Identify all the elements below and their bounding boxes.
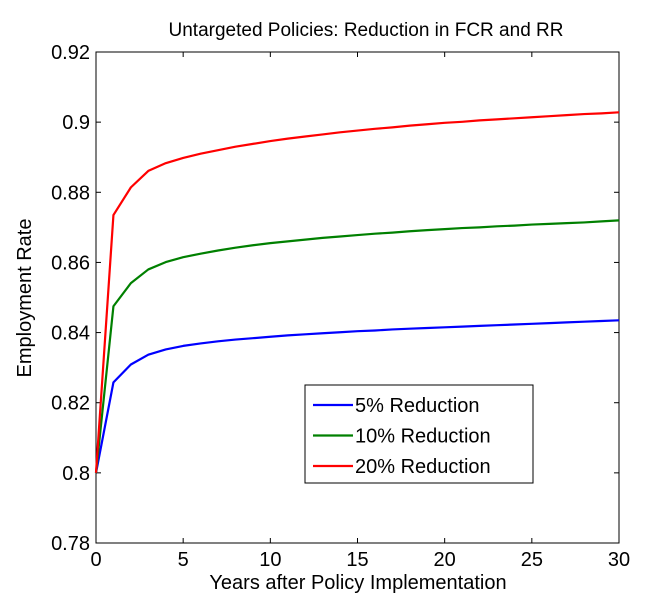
y-axis-label: Employment Rate: [14, 219, 36, 378]
series-line-1: [94, 319, 620, 474]
y-tick-label: 0.86: [51, 252, 90, 274]
x-tick-label: 25: [521, 549, 543, 571]
y-tick-label: 0.9: [62, 112, 90, 134]
legend-label-2: 10% Reduction: [355, 426, 491, 448]
chart-title: Untargeted Policies: Reduction in FCR an…: [169, 20, 564, 41]
series-line-2: [94, 219, 620, 473]
x-tick-label: 20: [434, 549, 456, 571]
legend: 5% Reduction 10% Reduction 20% Reduction: [304, 384, 534, 484]
x-tick-label: 0: [90, 549, 101, 571]
y-tick-label: 0.92: [51, 42, 90, 64]
y-tick-label: 0.88: [51, 182, 90, 204]
y-tick-label: 0.84: [51, 323, 90, 345]
x-tick-label: 30: [608, 549, 630, 571]
y-tick-label: 0.82: [51, 393, 90, 415]
x-tick-label: 5: [178, 549, 189, 571]
axis-ticks: 0 5 10 15 20 25 30 0.78 0.8 0.82 0.84 0.86 0.88 0.9 0.…: [51, 42, 630, 571]
x-tick-label: 15: [346, 549, 368, 571]
series-lines: [94, 111, 620, 474]
legend-label-1: 5% Reduction: [355, 395, 480, 417]
y-tick-label: 0.78: [51, 533, 90, 555]
x-tick-label: 10: [259, 549, 281, 571]
x-axis-label: Years after Policy Implementation: [209, 572, 506, 593]
y-tick-label: 0.8: [62, 463, 90, 485]
legend-label-3: 20% Reduction: [355, 456, 491, 478]
series-line-3: [94, 111, 620, 473]
